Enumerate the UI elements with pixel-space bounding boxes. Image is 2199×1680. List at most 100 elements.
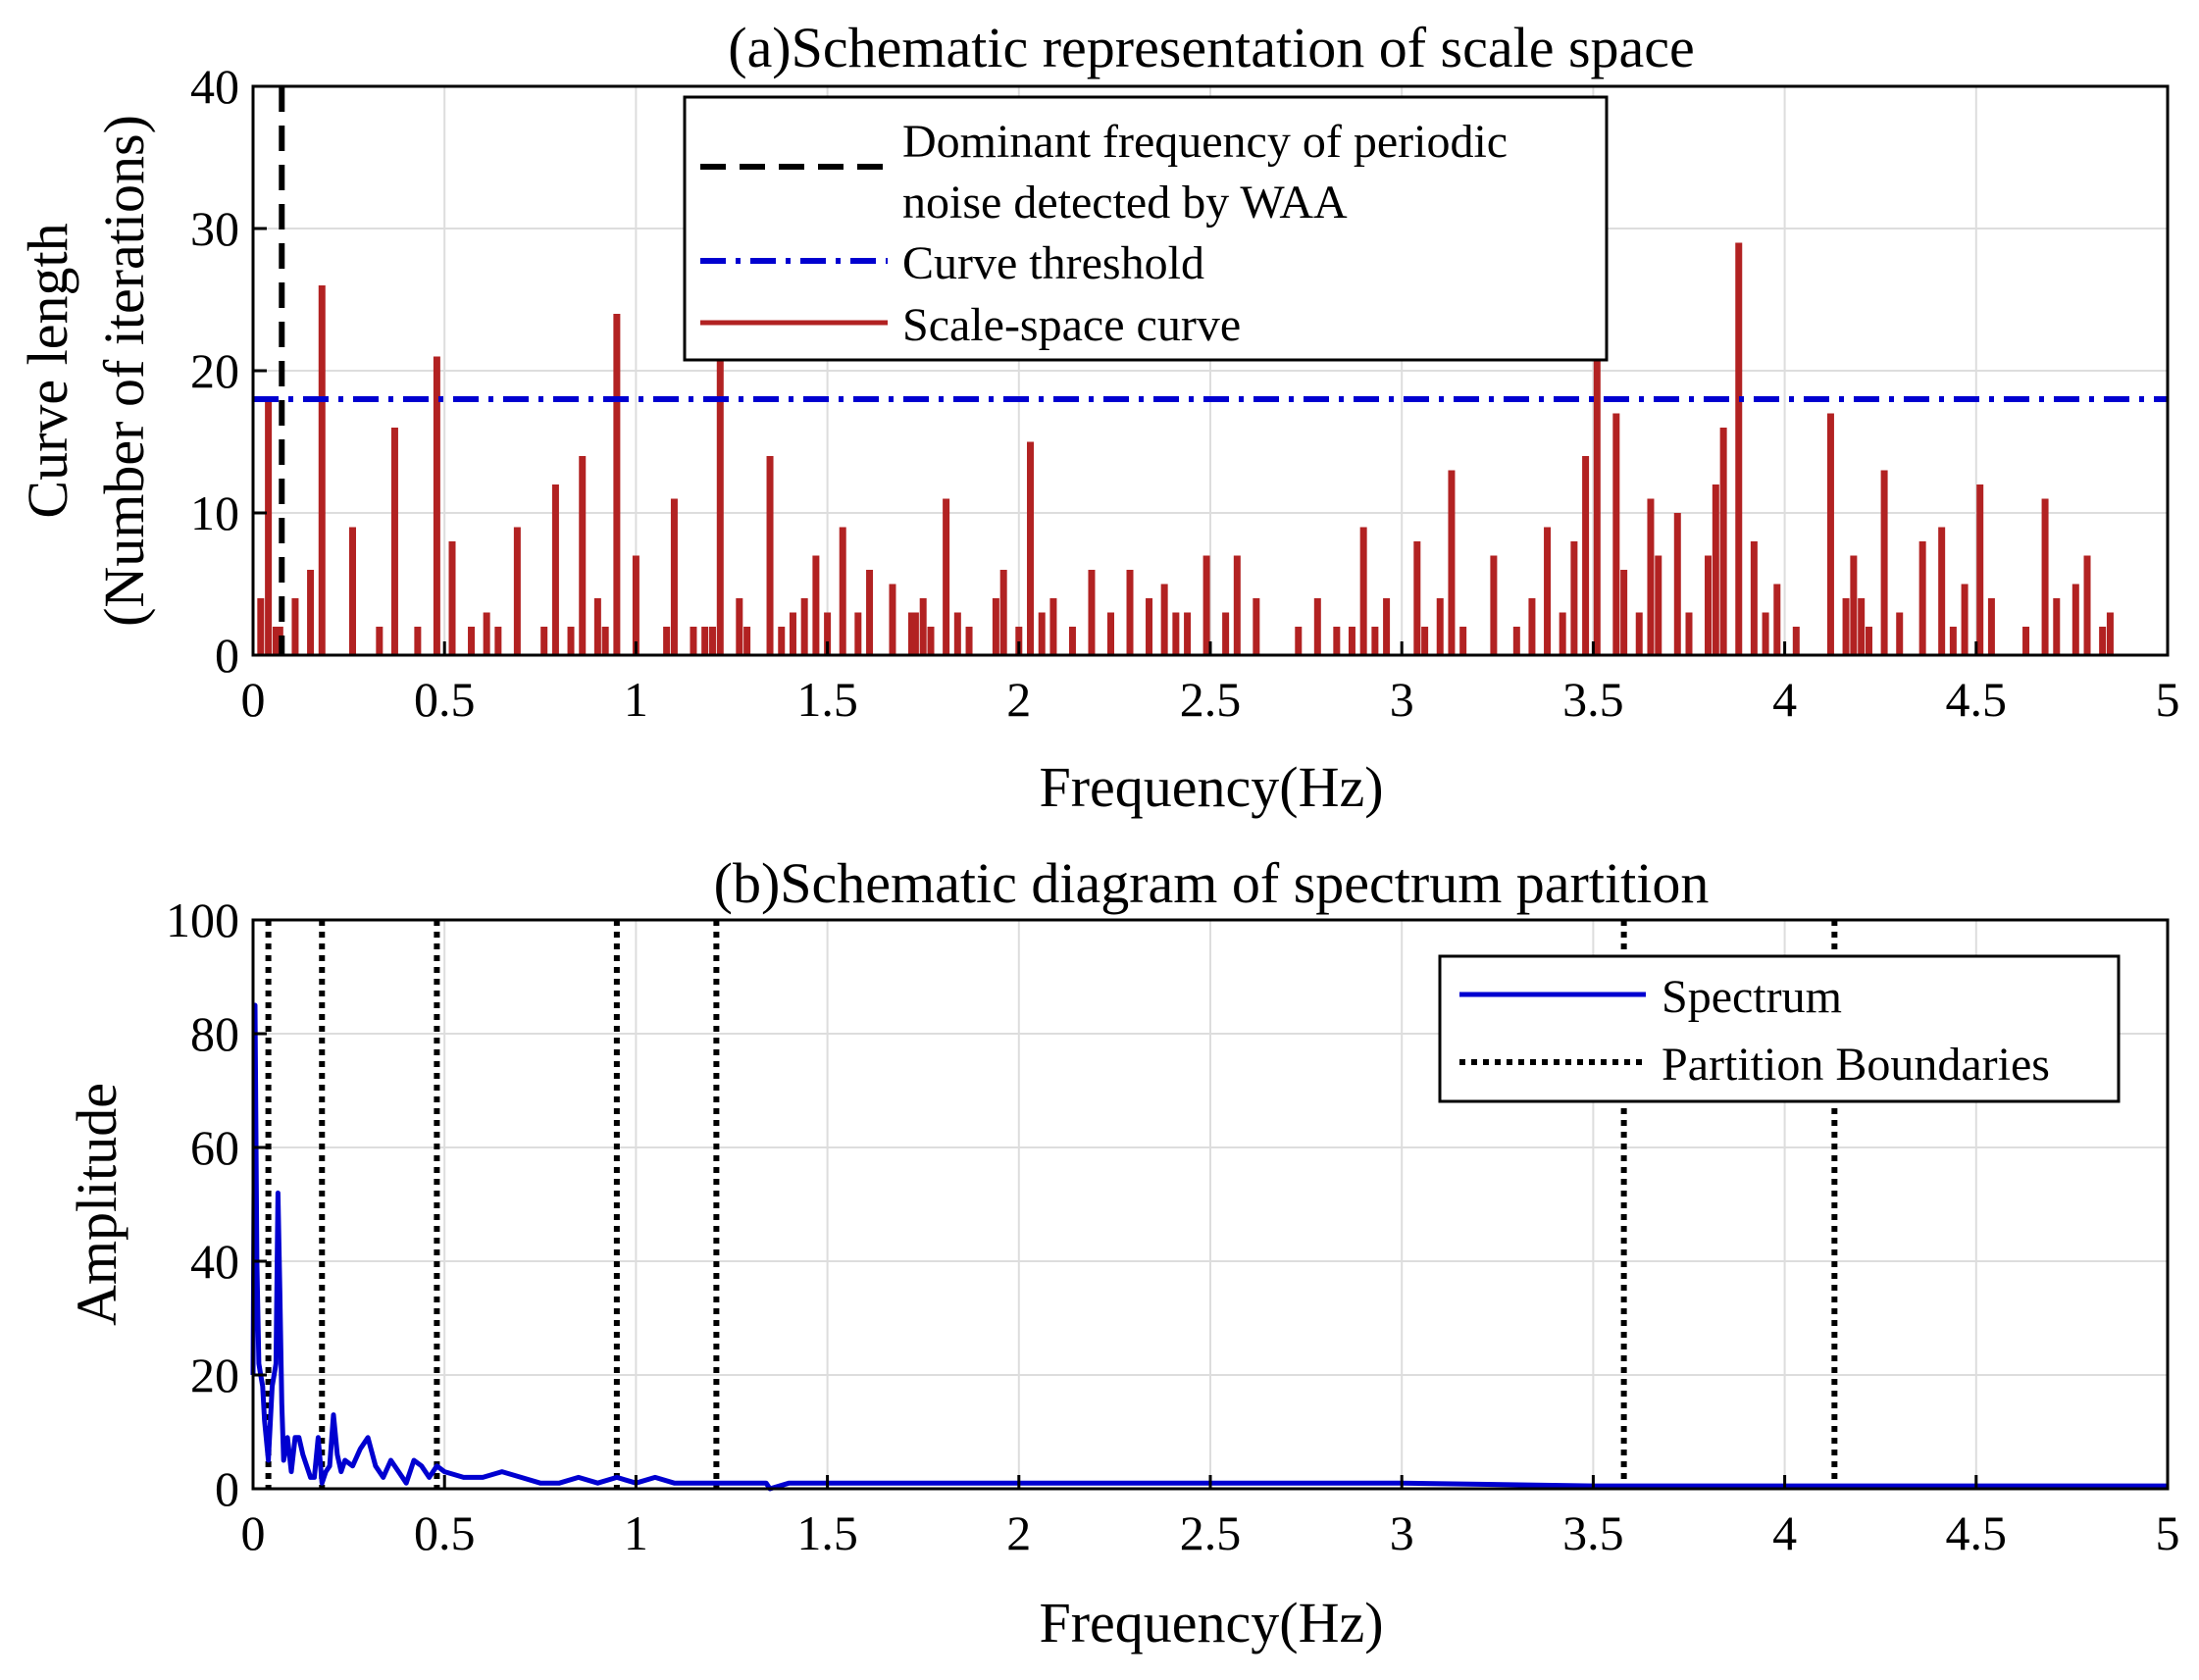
scale-space-bar: [318, 285, 326, 655]
scale-space-bar: [992, 598, 999, 655]
x-tick-label: 0: [241, 672, 266, 727]
legend-spectrum-label: Spectrum: [1662, 971, 1842, 1023]
scale-space-bar: [839, 527, 846, 655]
scale-space-bar: [1635, 612, 1643, 655]
scale-space-bar: [579, 456, 587, 655]
scale-space-bar: [257, 598, 265, 655]
panel-b-x-axis-label: Frequency(Hz): [1039, 1591, 1383, 1655]
scale-space-bar: [567, 627, 575, 655]
scale-space-bar: [1987, 598, 1995, 655]
scale-space-bar: [800, 598, 808, 655]
scale-space-bar: [1160, 584, 1168, 655]
x-tick-label: 3: [1390, 1505, 1414, 1560]
scale-space-bar: [2083, 555, 2091, 655]
panel-b-title: (b)Schematic diagram of spectrum partiti…: [714, 851, 1710, 915]
scale-space-bar: [2022, 627, 2030, 655]
x-tick-label: 1.5: [796, 672, 858, 727]
x-tick-label: 1.5: [796, 1505, 858, 1560]
scale-space-bar: [1459, 627, 1467, 655]
y-tick-label: 100: [166, 892, 239, 947]
scale-space-bar: [1593, 185, 1601, 655]
panel-b-legend-box: [1438, 954, 2121, 1103]
scale-space-bar: [1544, 527, 1552, 655]
panel-a-bars: [257, 185, 2114, 655]
scale-space-bar: [1620, 570, 1628, 655]
scale-space-bar: [919, 598, 927, 655]
panel-a-title: (a)Schematic representation of scale spa…: [728, 16, 1695, 79]
panel-a-x-axis-label: Frequency(Hz): [1039, 755, 1383, 819]
scale-space-bar: [1582, 456, 1590, 655]
scale-space-bar: [1448, 470, 1456, 655]
x-tick-label: 0: [241, 1505, 266, 1560]
scale-space-bar: [1773, 584, 1781, 655]
scale-space-bar: [448, 541, 456, 655]
scale-space-bar: [1348, 627, 1355, 655]
y-tick-label: 20: [190, 343, 239, 398]
scale-space-bar: [965, 627, 973, 655]
scale-space-bar: [743, 627, 751, 655]
y-tick-label: 30: [190, 201, 239, 256]
scale-space-bar: [953, 612, 961, 655]
scale-space-bar: [2071, 584, 2079, 655]
scale-space-bar: [1850, 555, 1858, 655]
x-tick-label: 3.5: [1562, 1505, 1624, 1560]
scale-space-bar: [2041, 498, 2049, 655]
scale-space-bar: [1295, 627, 1303, 655]
scale-space-bar: [1038, 612, 1046, 655]
legend-partition-label: Partition Boundaries: [1662, 1039, 2050, 1091]
scale-space-bar: [907, 612, 915, 655]
legend-dominant-line1: Dominant frequency of periodic: [902, 116, 1508, 168]
scale-space-bar: [1673, 513, 1681, 655]
scale-space-bar: [1685, 612, 1693, 655]
scale-space-bar: [999, 570, 1007, 655]
scale-space-bar: [593, 598, 601, 655]
y-tick-label: 80: [190, 1006, 239, 1061]
scale-space-bar: [1858, 598, 1866, 655]
scale-space-bar: [789, 612, 796, 655]
scale-space-bar: [1647, 498, 1655, 655]
scale-space-bar: [540, 627, 548, 655]
scale-space-bar: [414, 627, 422, 655]
scale-space-bar: [1559, 612, 1566, 655]
scale-space-bar: [1655, 555, 1662, 655]
panel-a-legend: Dominant frequency of periodic noise det…: [683, 95, 1609, 362]
scale-space-bar: [708, 627, 716, 655]
scale-space-bar: [1705, 555, 1713, 655]
scale-space-bar: [1612, 413, 1620, 655]
scale-space-bar: [494, 627, 502, 655]
scale-space-bar: [265, 399, 273, 655]
scale-space-bar: [1826, 413, 1834, 655]
scale-space-bar: [690, 627, 697, 655]
scale-space-bar: [778, 627, 786, 655]
scale-space-bar: [307, 570, 315, 655]
scale-space-bar: [766, 456, 774, 655]
scale-space-bar: [1750, 541, 1758, 655]
legend-threshold-label: Curve threshold: [902, 237, 1204, 289]
panel-b-ticks: 0 0.5 1 1.5 2 2.5 3 3.5 4 4.5 5 0 20 40 60 80 100: [166, 892, 2180, 1560]
scale-space-bar: [701, 627, 709, 655]
scale-space-bar: [349, 527, 357, 655]
panel-a-legend-box: [683, 95, 1609, 362]
x-tick-label: 4.5: [1946, 672, 2008, 727]
scale-space-bar: [1068, 627, 1076, 655]
scale-space-bar: [2053, 598, 2061, 655]
x-tick-label: 4.5: [1946, 1505, 2008, 1560]
scale-space-bar: [670, 498, 678, 655]
legend-dominant-line2: noise detected by WAA: [902, 177, 1348, 229]
scale-space-bar: [736, 598, 743, 655]
x-tick-label: 3.5: [1562, 672, 1624, 727]
scale-space-bar: [390, 428, 398, 655]
panel-b-legend: Spectrum Partition Boundaries: [1438, 954, 2121, 1103]
legend-scale-space-label: Scale-space curve: [902, 299, 1241, 351]
scale-space-bar: [1735, 242, 1743, 655]
scale-space-bar: [1512, 627, 1520, 655]
scale-space-bar: [1880, 470, 1888, 655]
scale-space-bar: [468, 627, 476, 655]
scale-space-bar: [1146, 598, 1153, 655]
x-tick-label: 2.5: [1180, 1505, 1242, 1560]
scale-space-bar: [1202, 555, 1210, 655]
scale-space-bar: [1106, 612, 1114, 655]
x-tick-label: 0.5: [414, 1505, 476, 1560]
scale-space-bar: [272, 627, 280, 655]
